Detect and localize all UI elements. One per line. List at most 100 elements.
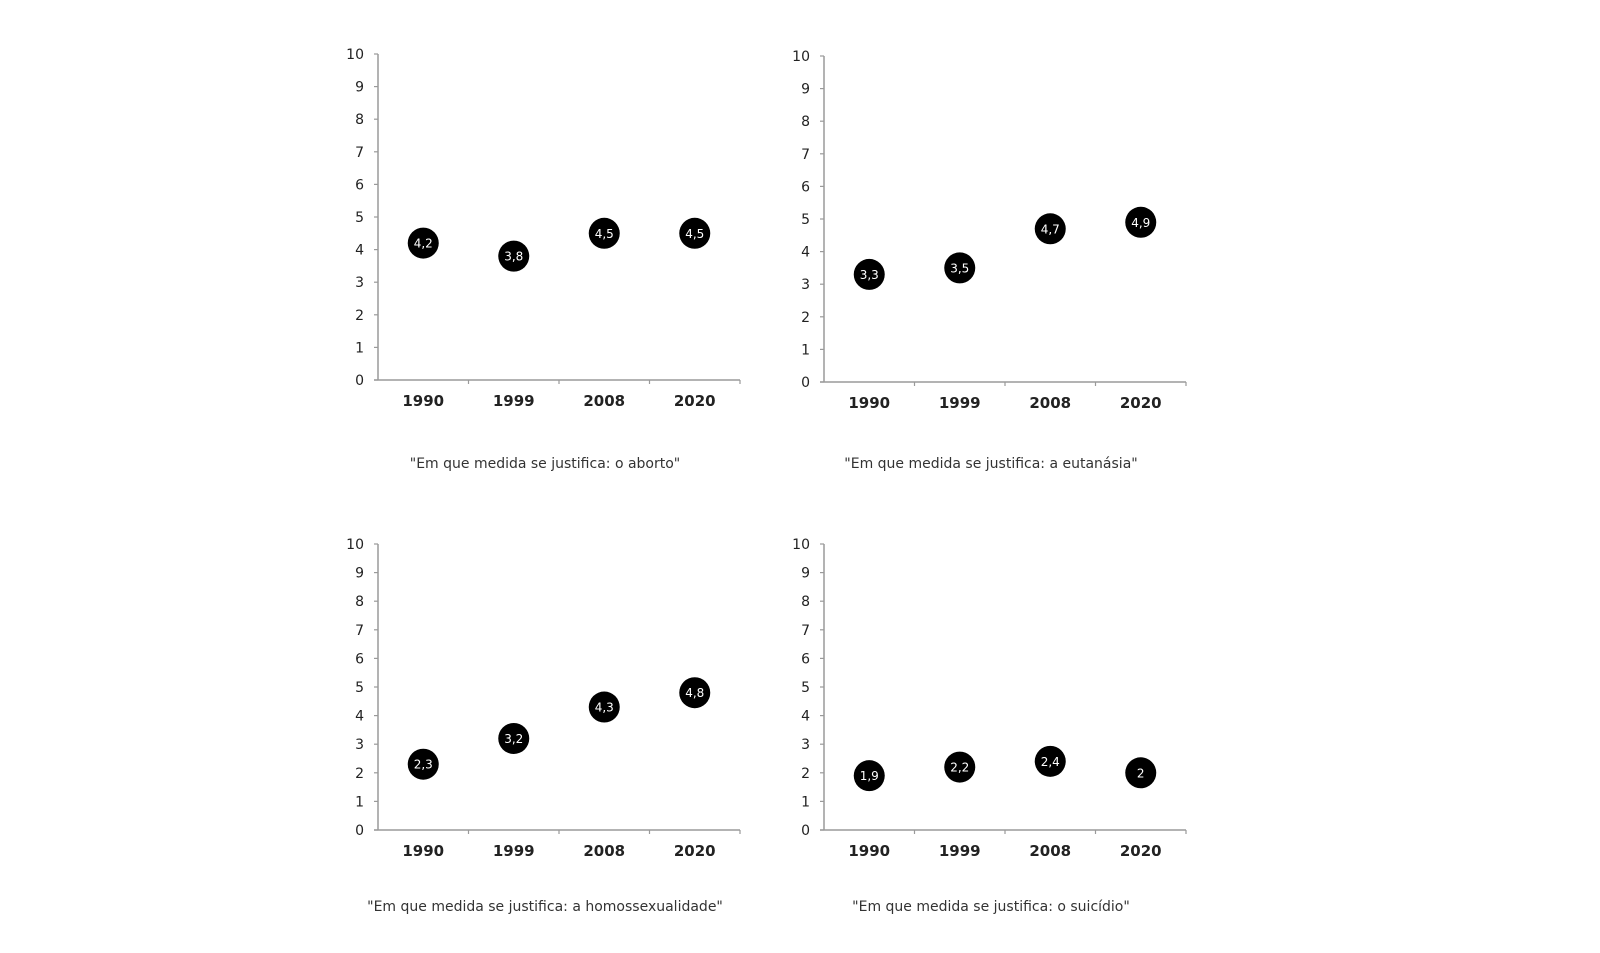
y-tick-label: 5 bbox=[355, 680, 364, 696]
y-tick-label: 0 bbox=[801, 375, 810, 391]
data-label: 2,3 bbox=[414, 758, 433, 772]
y-tick-label: 6 bbox=[355, 651, 364, 667]
chart-eutanasia: 0 1 2 3 4 5 6 7 8 9 10 1990 3,3 1999 3,5 2008 4,7 2020 4,9 bbox=[786, 42, 1206, 422]
data-point: 4,2 bbox=[407, 227, 439, 259]
y-tick-label: 7 bbox=[355, 623, 364, 639]
data-label: 4,7 bbox=[1041, 222, 1060, 236]
data-point: 3,3 bbox=[853, 258, 885, 290]
x-tick-label: 2020 bbox=[1120, 394, 1162, 412]
y-tick-label: 9 bbox=[355, 80, 364, 96]
x-tick-label: 1999 bbox=[939, 394, 981, 412]
x-tick-label: 1990 bbox=[402, 842, 444, 860]
y-tick-label: 4 bbox=[355, 709, 364, 725]
y-tick-label: 10 bbox=[346, 537, 364, 553]
x-tick-label: 2008 bbox=[583, 392, 625, 410]
y-tick-label: 3 bbox=[355, 737, 364, 753]
caption-aborto: "Em que medida se justifica: o aborto" bbox=[409, 456, 681, 472]
y-tick-label: 1 bbox=[355, 794, 364, 810]
x-tick-label: 1990 bbox=[402, 392, 444, 410]
data-point: 2,2 bbox=[944, 751, 976, 783]
y-tick-label: 5 bbox=[801, 212, 810, 228]
y-tick-label: 0 bbox=[355, 823, 364, 839]
y-tick-label: 5 bbox=[355, 210, 364, 226]
y-tick-label: 3 bbox=[801, 277, 810, 293]
y-tick-label: 0 bbox=[355, 373, 364, 389]
y-tick-label: 3 bbox=[801, 737, 810, 753]
x-tick-label: 1999 bbox=[493, 392, 535, 410]
data-label: 2,2 bbox=[950, 761, 969, 775]
data-label: 4,2 bbox=[414, 237, 433, 251]
x-tick-label: 1990 bbox=[848, 842, 890, 860]
y-tick-label: 2 bbox=[355, 308, 364, 324]
x-tick-label: 2008 bbox=[1029, 842, 1071, 860]
data-label: 4,3 bbox=[595, 701, 614, 715]
data-label: 1,9 bbox=[860, 769, 879, 783]
y-tick-label: 1 bbox=[801, 342, 810, 358]
data-point: 3,5 bbox=[944, 252, 976, 284]
y-tick-label: 6 bbox=[801, 179, 810, 195]
caption-eutanasia: "Em que medida se justifica: a eutanásia… bbox=[844, 456, 1138, 472]
y-tick-label: 3 bbox=[355, 275, 364, 291]
data-label: 3,5 bbox=[950, 261, 969, 275]
caption-homossexualidade: "Em que medida se justifica: a homossexu… bbox=[367, 899, 723, 915]
data-label: 4,9 bbox=[1131, 216, 1150, 230]
y-tick-label: 2 bbox=[801, 310, 810, 326]
y-tick-label: 6 bbox=[355, 177, 364, 193]
y-tick-label: 9 bbox=[355, 566, 364, 582]
x-tick-label: 1999 bbox=[939, 842, 981, 860]
x-tick-label: 2008 bbox=[1029, 394, 1071, 412]
data-label: 4,5 bbox=[685, 227, 704, 241]
y-tick-label: 1 bbox=[801, 794, 810, 810]
y-tick-label: 10 bbox=[792, 537, 810, 553]
data-point: 2 bbox=[1125, 757, 1157, 789]
y-tick-label: 8 bbox=[801, 114, 810, 130]
y-tick-label: 10 bbox=[346, 47, 364, 63]
y-tick-label: 9 bbox=[801, 82, 810, 98]
data-label: 4,8 bbox=[685, 686, 704, 700]
y-tick-label: 8 bbox=[801, 594, 810, 610]
chart-homossexualidade: 0 1 2 3 4 5 6 7 8 9 10 1990 2,3 1999 3,2 2008 4,3 2020 4,8 bbox=[340, 530, 760, 870]
x-tick-label: 2020 bbox=[1120, 842, 1162, 860]
y-tick-label: 8 bbox=[355, 112, 364, 128]
data-point: 4,9 bbox=[1125, 206, 1157, 238]
y-tick-label: 9 bbox=[801, 566, 810, 582]
y-tick-label: 6 bbox=[801, 651, 810, 667]
y-tick-label: 8 bbox=[355, 594, 364, 610]
y-tick-label: 10 bbox=[792, 49, 810, 65]
y-tick-label: 7 bbox=[801, 147, 810, 163]
data-point: 2,4 bbox=[1034, 745, 1066, 777]
data-point: 1,9 bbox=[853, 760, 885, 792]
data-point: 3,8 bbox=[498, 240, 530, 272]
data-label: 2,4 bbox=[1041, 755, 1060, 769]
data-point: 4,5 bbox=[679, 217, 711, 249]
y-tick-label: 4 bbox=[801, 245, 810, 261]
data-point: 4,7 bbox=[1034, 213, 1066, 245]
x-tick-label: 1999 bbox=[493, 842, 535, 860]
data-point: 4,3 bbox=[588, 691, 620, 723]
data-point: 2,3 bbox=[407, 748, 439, 780]
data-point: 4,5 bbox=[588, 217, 620, 249]
x-tick-label: 1990 bbox=[848, 394, 890, 412]
caption-suicidio: "Em que medida se justifica: o suicídio" bbox=[852, 899, 1130, 915]
x-tick-label: 2020 bbox=[674, 392, 716, 410]
y-tick-label: 7 bbox=[801, 623, 810, 639]
chart-aborto: 0 1 2 3 4 5 6 7 8 9 10 1990 4,2 1999 3,8 2008 4,5 2020 4,5 bbox=[340, 40, 760, 420]
data-point: 4,8 bbox=[679, 677, 711, 709]
data-label: 3,2 bbox=[504, 732, 523, 746]
y-tick-label: 4 bbox=[355, 243, 364, 259]
data-label: 3,3 bbox=[860, 268, 879, 282]
y-tick-label: 0 bbox=[801, 823, 810, 839]
data-label: 3,8 bbox=[504, 250, 523, 264]
data-point: 3,2 bbox=[498, 722, 530, 754]
y-tick-label: 2 bbox=[355, 766, 364, 782]
data-label: 4,5 bbox=[595, 227, 614, 241]
y-tick-label: 7 bbox=[355, 145, 364, 161]
x-tick-label: 2020 bbox=[674, 842, 716, 860]
data-label: 2 bbox=[1137, 766, 1145, 780]
y-tick-label: 2 bbox=[801, 766, 810, 782]
y-tick-label: 5 bbox=[801, 680, 810, 696]
chart-suicidio: 0 1 2 3 4 5 6 7 8 9 10 1990 1,9 1999 2,2 2008 2,4 2020 2 bbox=[786, 530, 1206, 870]
y-tick-label: 1 bbox=[355, 340, 364, 356]
x-tick-label: 2008 bbox=[583, 842, 625, 860]
y-tick-label: 4 bbox=[801, 709, 810, 725]
